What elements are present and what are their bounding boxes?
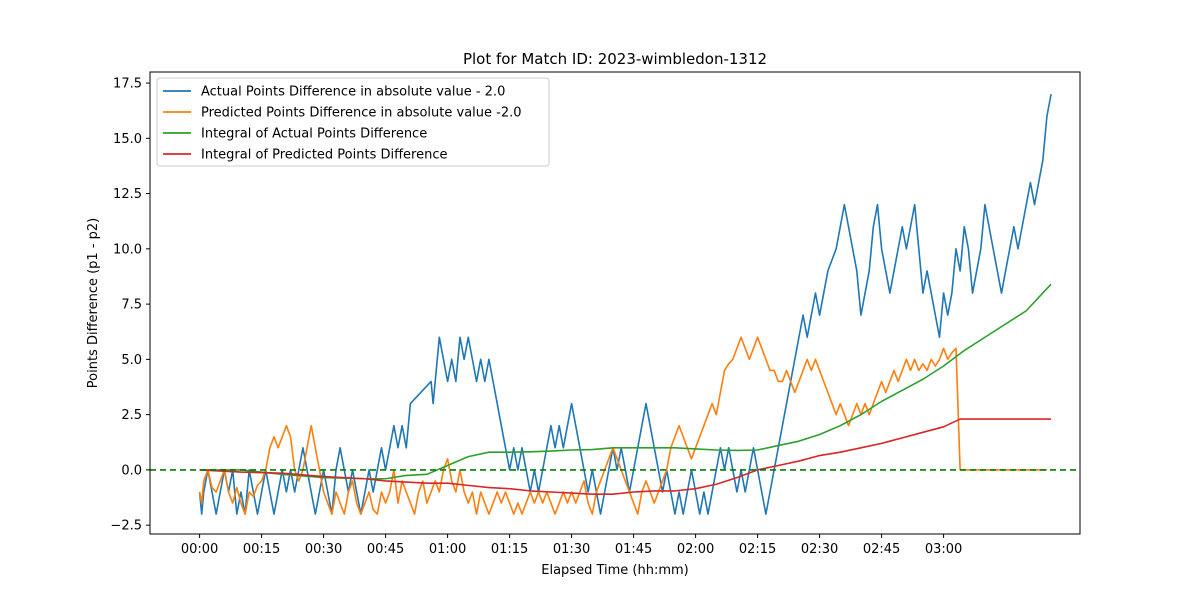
- series-line-2: [198, 336, 1047, 515]
- y-tick-label: 5.0: [121, 353, 142, 368]
- y-tick-label: 12.5: [113, 187, 142, 202]
- y-tick-label: 10.0: [113, 242, 142, 257]
- x-tick-label: 00:15: [243, 542, 280, 557]
- x-axis-label: Elapsed Time (hh:mm): [541, 563, 688, 578]
- plot-area: [150, 93, 1080, 515]
- legend-box: [156, 77, 550, 167]
- legend-label: Integral of Predicted Points Difference: [201, 148, 448, 163]
- plot-frame: [149, 71, 1081, 535]
- y-axis: −2.5 0.0 2.5 5.0 7.5 10.0 12.5 15.0 17.5: [110, 77, 150, 534]
- x-tick-label: 02:30: [801, 542, 838, 557]
- y-tick-label: 7.5: [121, 298, 142, 313]
- y-tick-label: 17.5: [113, 77, 142, 92]
- x-tick-label: 00:00: [181, 542, 218, 557]
- legend-label: Integral of Actual Points Difference: [201, 127, 427, 142]
- chart-title: Plot for Match ID: 2023-wimbledon-1312: [463, 50, 767, 68]
- series-line-4: [199, 418, 1052, 496]
- series-group: [150, 93, 1080, 515]
- legend-label: Actual Points Difference in absolute val…: [201, 85, 505, 100]
- x-tick-label: 01:00: [429, 542, 466, 557]
- y-tick-label: 2.5: [121, 408, 142, 423]
- x-tick-label: 01:30: [553, 542, 590, 557]
- y-tick-label: 0.0: [121, 463, 142, 478]
- y-axis-label: Points Difference (p1 - p2): [86, 218, 101, 388]
- x-tick-label: 02:45: [863, 542, 900, 557]
- series-line-3: [199, 283, 1052, 480]
- y-tick-label: −2.5: [110, 519, 142, 534]
- x-tick-label: 01:45: [615, 542, 652, 557]
- x-tick-label: 00:30: [305, 542, 342, 557]
- x-tick-label: 02:00: [677, 542, 714, 557]
- x-tick-label: 02:15: [739, 542, 776, 557]
- x-axis: 00:00 00:15 00:30 00:45 01:00 01:15 01:30 01:45…: [181, 534, 962, 557]
- legend: Actual Points Difference in absolute val…: [156, 77, 550, 167]
- x-tick-label: 00:45: [367, 542, 404, 557]
- legend-label: Predicted Points Difference in absolute …: [201, 106, 522, 121]
- x-tick-label: 01:15: [491, 542, 528, 557]
- x-tick-label: 03:00: [925, 542, 962, 557]
- y-tick-label: 15.0: [113, 132, 142, 147]
